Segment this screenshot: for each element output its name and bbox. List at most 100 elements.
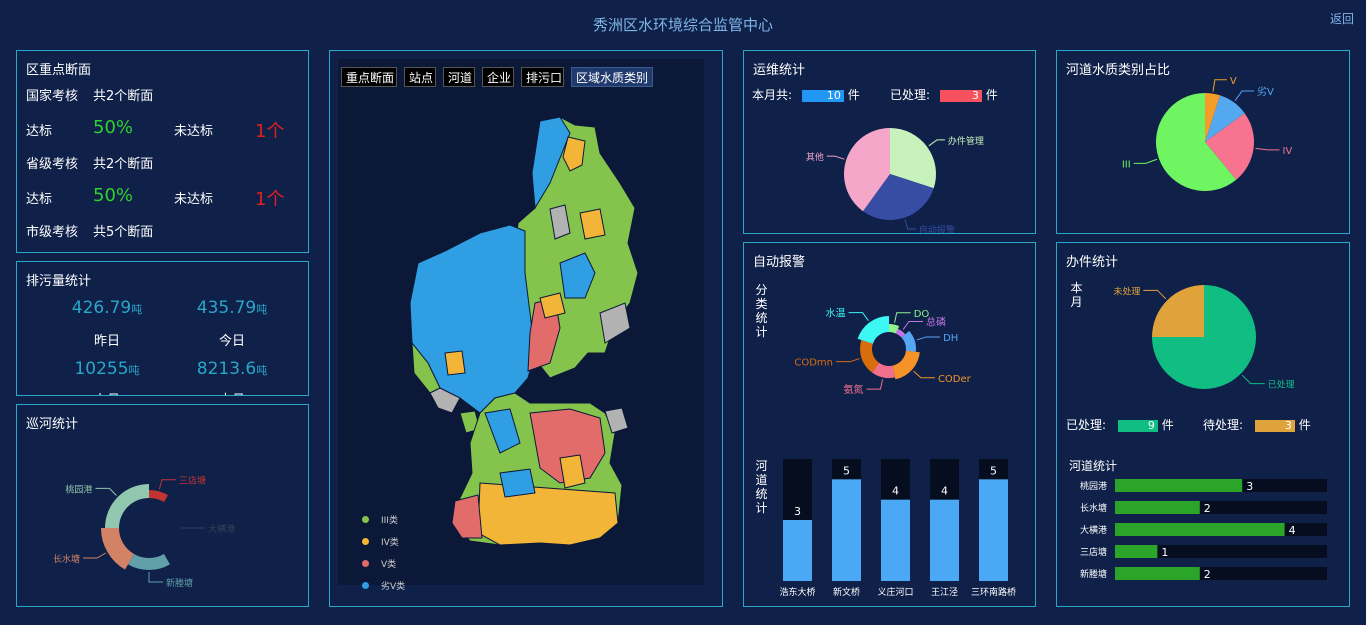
panel-title: 巡河统计 (26, 417, 79, 432)
pass-label: 达标 (26, 124, 53, 139)
slice-DH[interactable] (901, 330, 916, 352)
label-line (894, 312, 911, 323)
slice-未处理[interactable] (1152, 285, 1204, 337)
slice-自动报警[interactable] (862, 174, 934, 220)
slice-氨氮[interactable] (871, 362, 896, 378)
processed-label: 已处理: (1066, 418, 1107, 432)
slice-label: IV (1283, 146, 1293, 157)
map-tab-1[interactable]: 站点 (404, 67, 436, 87)
label-line (904, 219, 916, 230)
slice-label: 自动报警 (919, 224, 955, 233)
bar-track (1115, 545, 1327, 558)
back-link[interactable]: 返回 (1329, 12, 1354, 26)
slice-III[interactable] (1156, 93, 1237, 191)
pass-label: 达标 (26, 192, 53, 207)
bar[interactable] (832, 479, 861, 581)
bar[interactable] (1115, 501, 1200, 514)
river-bar-chart: 桃园港 3 长水塘 2 大横港 4 三店塘 1 新塍塘 2 (1080, 479, 1327, 581)
value: 8213.6 (196, 359, 257, 379)
label-line (866, 379, 884, 390)
slice-label: 办件管理 (948, 135, 984, 147)
unit: 件 (847, 88, 860, 102)
bar[interactable] (1115, 523, 1285, 536)
label-line (148, 572, 163, 583)
pending-value: 3 (1254, 419, 1295, 432)
legend-item[interactable]: III类 (362, 513, 398, 526)
discharge-last-month: 10255吨 (57, 359, 157, 379)
discharge-today: 435.79吨 (182, 298, 282, 318)
map-region-west[interactable] (409, 224, 566, 434)
label-line (916, 336, 941, 341)
map-tab-3[interactable]: 企业 (482, 67, 514, 87)
slice-桃园港[interactable] (105, 484, 149, 528)
legend-swatch (362, 582, 369, 589)
legend-swatch (362, 516, 369, 523)
cases-processed-summary: 已处理: 9 件 (1066, 416, 1174, 433)
legend-item[interactable]: IV类 (362, 535, 399, 548)
label-line (1255, 147, 1280, 151)
legend-item[interactable]: V类 (362, 557, 396, 570)
slice-label: III (1122, 159, 1131, 170)
legend-label: 劣V类 (381, 582, 406, 592)
bar[interactable] (1115, 545, 1158, 558)
pass-value: 50% (93, 117, 134, 138)
map-tab-0[interactable]: 重点断面 (341, 67, 397, 87)
slice-其他[interactable] (844, 128, 890, 212)
map-region-south[interactable] (451, 392, 629, 546)
label-line (95, 487, 117, 496)
map-tab-4[interactable]: 排污口 (521, 67, 564, 87)
label-line (928, 139, 945, 147)
bar[interactable] (1115, 479, 1243, 492)
label-line (913, 370, 935, 379)
label-line (848, 312, 869, 321)
key-sections-panel: 区重点断面 国家考核 共2个断面 达标 50% 未达标 1个 省级考核 共2个断… (16, 50, 309, 253)
bar[interactable] (783, 520, 812, 581)
city-level-label: 市级考核 (26, 225, 79, 240)
map-tab-5[interactable]: 区域水质类别 (571, 67, 653, 87)
unit: 吨 (128, 364, 140, 377)
panel-title: 排污量统计 (26, 274, 92, 289)
patrol-panel: 巡河统计 三店塘 大横港 新塍塘 长水塘 桃园港 (16, 404, 309, 607)
slice-办件管理[interactable] (890, 128, 936, 189)
slice-CODmn[interactable] (860, 340, 880, 373)
label-line (1234, 90, 1255, 102)
bar-label: 王江泾 (931, 586, 958, 598)
label-line (1241, 374, 1265, 385)
slice-新塍塘[interactable] (128, 553, 170, 570)
month-label: 本月 (1070, 281, 1083, 309)
region-map[interactable] (400, 113, 640, 553)
slice-IV[interactable] (1205, 113, 1254, 180)
slice-大横港[interactable] (164, 502, 179, 554)
fail-label: 未达标 (174, 192, 214, 207)
slice-label: 总磷 (926, 315, 946, 328)
discharge-this-month-label: 本月 (182, 389, 282, 395)
national-level-label: 国家考核 (26, 89, 79, 104)
fail-value: 1个 (255, 189, 285, 210)
fail-value: 1个 (255, 121, 285, 142)
slice-水温[interactable] (857, 316, 889, 344)
legend-item[interactable]: 劣V类 (362, 579, 405, 592)
panel-title: 区重点断面 (26, 63, 92, 78)
legend-swatch (362, 538, 369, 545)
cases-panel: 办件统计 本月 已处理 未处理 已处理: 9 件 待处理: 3 件 河道统计 桃园… (1056, 242, 1350, 607)
bar[interactable] (1115, 567, 1200, 580)
slice-总磷[interactable] (895, 328, 906, 338)
slice-DO[interactable] (889, 324, 900, 334)
slice-V[interactable] (1205, 93, 1221, 142)
slice-CODer[interactable] (892, 350, 920, 380)
legend-label: IV类 (381, 538, 399, 548)
map-tab-2[interactable]: 河道 (443, 67, 475, 87)
bar[interactable] (881, 499, 910, 581)
slice-劣V[interactable] (1205, 95, 1245, 142)
bar-label: 浩东大桥 (779, 586, 815, 598)
label-line (826, 155, 845, 160)
bar[interactable] (979, 479, 1008, 581)
province-level-label: 省级考核 (26, 157, 79, 172)
slice-长水塘[interactable] (101, 528, 134, 570)
slice-label: 未处理 (1113, 285, 1140, 297)
river-label: 三店塘 (1080, 546, 1107, 558)
bar[interactable] (930, 499, 959, 581)
slice-label: 桃园港 (65, 483, 92, 495)
slice-三店塘[interactable] (149, 490, 168, 503)
